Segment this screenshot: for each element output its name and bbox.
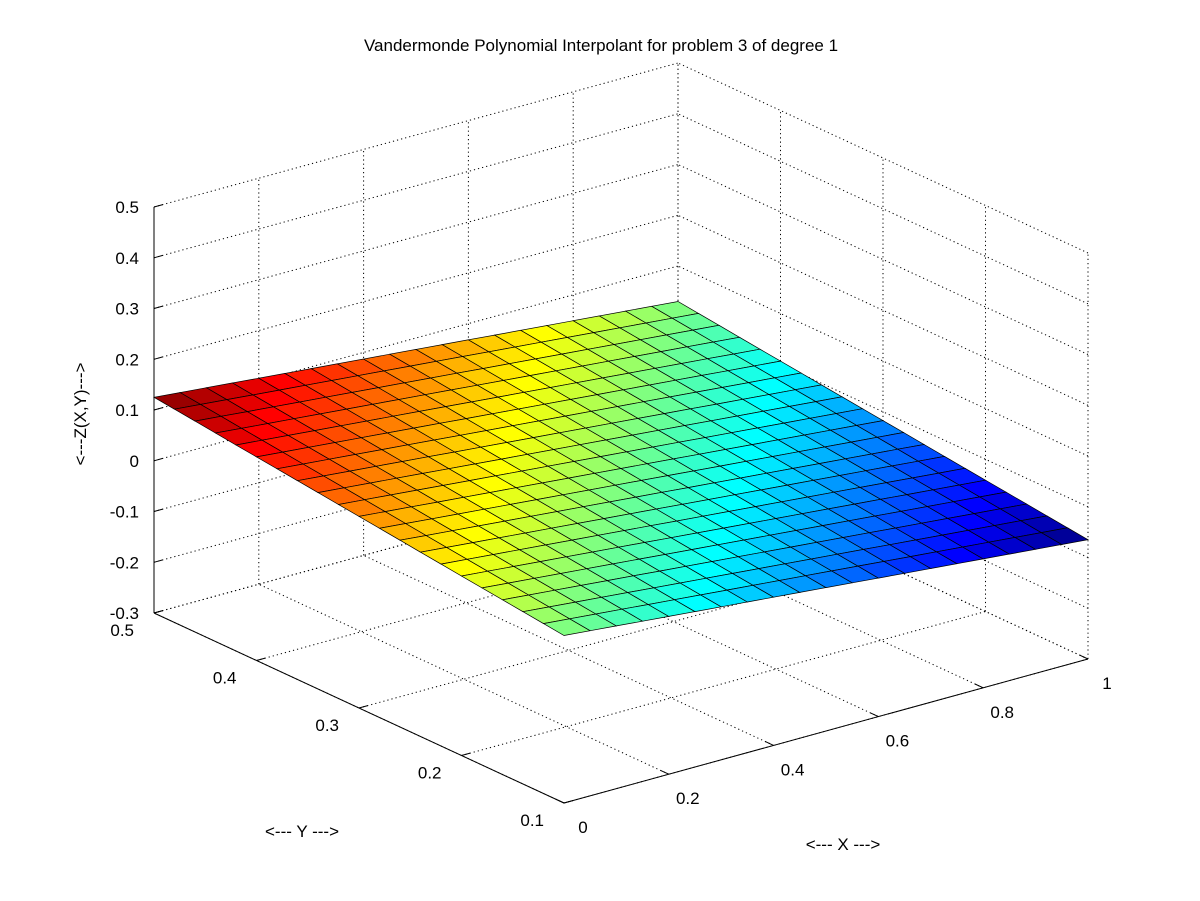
z-tick-label: 0.4	[115, 249, 139, 268]
z-tick-mark	[153, 508, 163, 512]
z-tick-mark	[153, 457, 163, 462]
z-tick-mark	[153, 407, 163, 411]
z-tick-label: 0	[130, 452, 139, 471]
z-tick-label: 0.5	[115, 198, 139, 217]
axes	[153, 204, 1089, 804]
x-tick-label: 0.6	[886, 732, 910, 751]
x-tick-mark	[660, 769, 670, 775]
x-tick-label: 0	[578, 818, 587, 837]
y-tick-mark	[358, 705, 368, 709]
y-tick-label: 0.1	[520, 811, 544, 830]
x-axis-line	[563, 658, 1089, 804]
z-tick-label: 0.1	[115, 401, 139, 420]
z-tick-label: 0.3	[115, 300, 139, 319]
z-tick-mark	[153, 305, 163, 309]
x-tick-label: 0.8	[990, 703, 1014, 722]
chart-title: Vandermonde Polynomial Interpolant for p…	[364, 36, 838, 55]
x-tick-mark	[765, 741, 774, 746]
z-tick-label: -0.1	[110, 503, 139, 522]
z-tick-label: -0.2	[110, 553, 139, 572]
y-tick-mark	[461, 752, 471, 756]
y-tick-label: 0.5	[110, 621, 134, 640]
y-axis-label: <--- Y --->	[265, 822, 339, 841]
z-tick-label: 0.2	[115, 350, 139, 369]
x-tick-mark	[555, 798, 565, 804]
y-tick-label: 0.2	[418, 764, 442, 783]
x-tick-mark	[974, 683, 984, 689]
z-tick-mark	[153, 559, 163, 563]
z-tick-mark	[153, 610, 163, 614]
surface-cell	[1040, 527, 1089, 545]
y-tick-label: 0.4	[213, 669, 237, 688]
y-tick-mark	[256, 657, 266, 661]
x-axis-label: <--- X --->	[806, 835, 881, 854]
y-tick-label: 0.3	[315, 716, 339, 735]
x-tick-mark	[1079, 654, 1089, 660]
surface-plot	[153, 301, 1089, 636]
y-tick-mark	[563, 800, 573, 804]
x-tick-mark	[869, 712, 879, 718]
x-tick-label: 1	[1102, 674, 1111, 693]
z-tick-mark	[153, 204, 163, 208]
x-tick-label: 0.4	[781, 760, 805, 779]
z-axis-label: <---Z(X,Y)--->	[71, 362, 90, 465]
z-tick-mark	[153, 356, 163, 360]
x-tick-label: 0.2	[676, 789, 700, 808]
z-tick-mark	[153, 254, 163, 259]
z-tick-label: -0.3	[110, 604, 139, 623]
tick-labels: 00.20.40.60.810.10.20.30.40.5-0.3-0.2-0.…	[110, 198, 1112, 837]
